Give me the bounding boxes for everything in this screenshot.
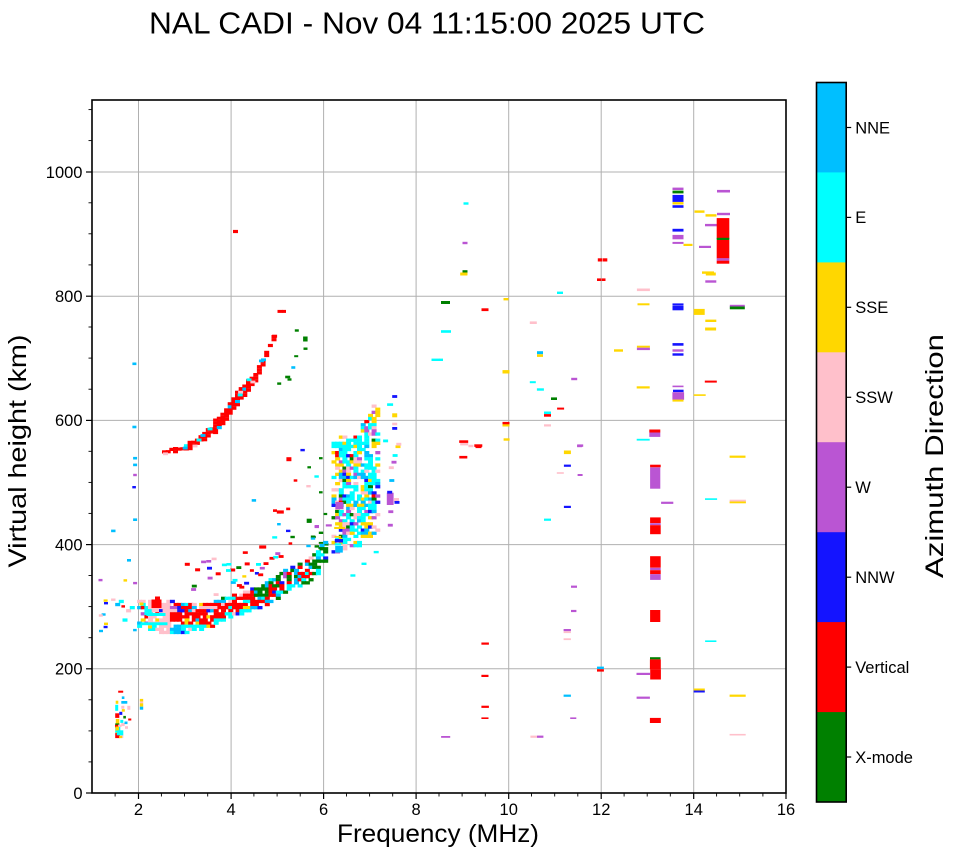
svg-text:E: E (855, 209, 866, 227)
svg-text:14: 14 (685, 801, 703, 819)
svg-text:NNW: NNW (855, 569, 895, 587)
svg-text:6: 6 (319, 801, 328, 819)
svg-text:1000: 1000 (46, 164, 83, 182)
svg-text:NNE: NNE (855, 119, 890, 137)
svg-text:0: 0 (73, 785, 82, 803)
svg-text:8: 8 (412, 801, 421, 819)
svg-text:800: 800 (55, 288, 83, 306)
svg-text:10: 10 (500, 801, 518, 819)
svg-text:SSE: SSE (855, 299, 888, 317)
svg-text:600: 600 (55, 412, 83, 430)
svg-text:NAL CADI - Nov 04 11:15:00 202: NAL CADI - Nov 04 11:15:00 2025 UTC (149, 6, 705, 41)
svg-text:2: 2 (134, 801, 143, 819)
svg-text:Vertical: Vertical (855, 659, 909, 677)
svg-text:X-mode: X-mode (855, 749, 913, 767)
svg-text:SSW: SSW (855, 389, 893, 407)
svg-text:400: 400 (55, 536, 83, 554)
svg-text:4: 4 (227, 801, 236, 819)
svg-text:12: 12 (592, 801, 610, 819)
svg-text:Virtual height (km): Virtual height (km) (4, 335, 32, 568)
svg-text:Azimuth Direction: Azimuth Direction (921, 334, 949, 578)
svg-text:16: 16 (777, 801, 795, 819)
svg-text:200: 200 (55, 661, 83, 679)
svg-text:Frequency (MHz): Frequency (MHz) (337, 820, 539, 848)
svg-text:W: W (855, 479, 871, 497)
